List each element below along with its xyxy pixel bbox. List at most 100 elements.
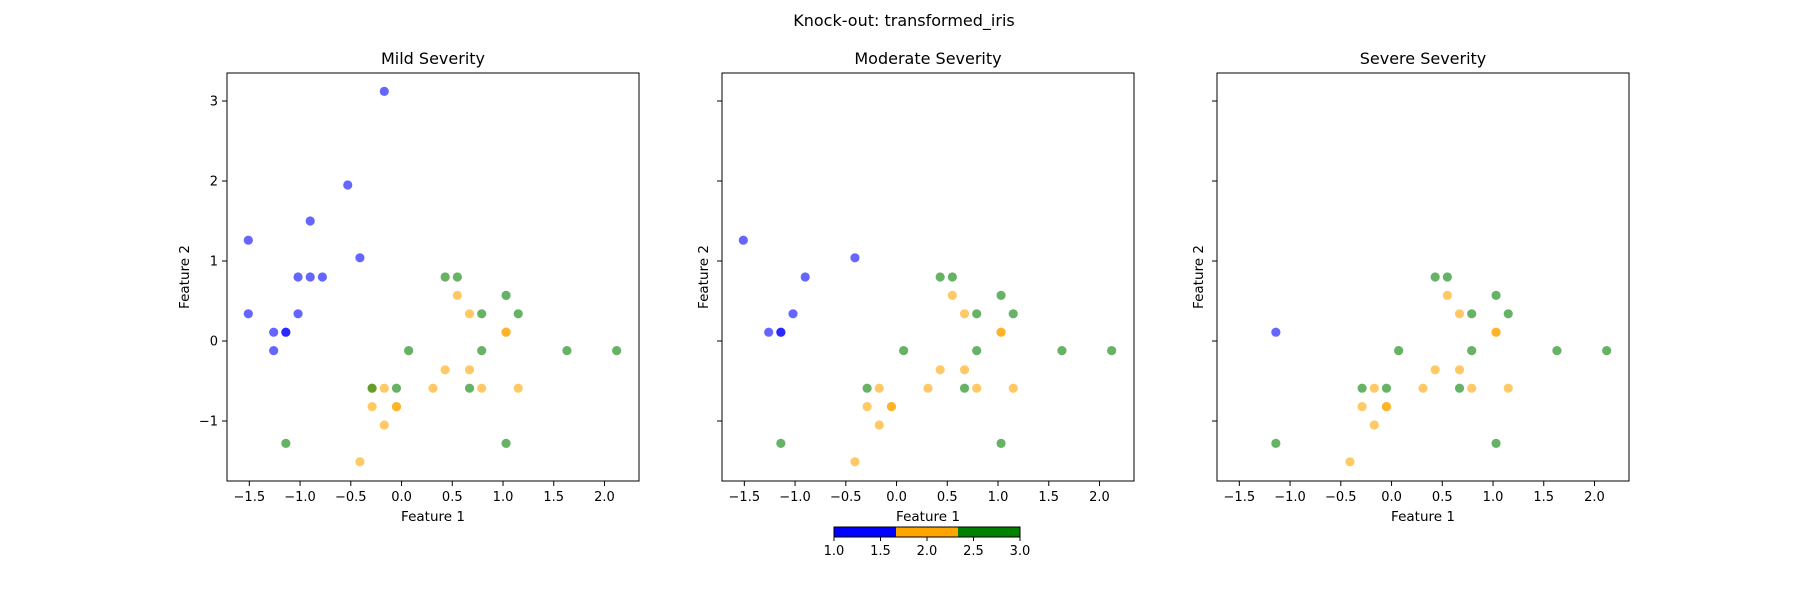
x-axis-label: Feature 1 xyxy=(401,509,465,525)
data-point xyxy=(1271,438,1281,448)
data-point xyxy=(935,272,945,282)
data-point xyxy=(501,438,511,448)
data-point xyxy=(1107,346,1117,356)
y-tick-label: −1 xyxy=(199,415,218,430)
x-tick-label: 0.5 xyxy=(442,490,463,505)
data-point xyxy=(391,402,402,412)
data-point xyxy=(269,346,279,356)
data-point xyxy=(1369,420,1379,430)
data-point xyxy=(477,383,487,393)
data-point xyxy=(1602,346,1612,356)
data-point xyxy=(959,365,970,375)
colorbar-tick-label: 1.0 xyxy=(824,544,845,559)
x-tick-label: 0.5 xyxy=(1432,490,1453,505)
data-point xyxy=(379,420,389,430)
colorbar-tick-label: 1.5 xyxy=(870,544,891,559)
data-point xyxy=(874,383,884,393)
x-tick-label: 0.0 xyxy=(1381,490,1402,505)
colorbar-tick-label: 3.0 xyxy=(1010,544,1031,559)
data-point xyxy=(850,457,860,467)
data-point xyxy=(1430,365,1440,375)
data-point xyxy=(1418,383,1428,393)
data-point xyxy=(1442,290,1452,300)
x-tick-label: 1.0 xyxy=(1483,490,1504,505)
data-point xyxy=(1467,383,1477,393)
x-tick-label: 1.0 xyxy=(988,490,1009,505)
x-tick-label: 0.0 xyxy=(391,490,412,505)
x-tick-label: −1.5 xyxy=(729,490,761,505)
data-point xyxy=(850,253,860,263)
data-point xyxy=(862,402,872,412)
axes-frame xyxy=(226,72,640,482)
x-tick-label: −0.5 xyxy=(335,490,367,505)
subplot-2: Moderate Severity −1.5 −1.0 −0.5 0.0 0.5 1.0 1.… xyxy=(696,49,1135,525)
data-point xyxy=(972,309,982,319)
data-point xyxy=(972,346,982,356)
data-point xyxy=(281,438,291,448)
x-tick-label: −0.5 xyxy=(1325,490,1357,505)
x-tick-label: −1.0 xyxy=(1274,490,1306,505)
y-tick-label: 2 xyxy=(210,175,218,190)
colorbar-segment xyxy=(896,527,958,537)
data-point xyxy=(269,327,279,337)
data-point xyxy=(1430,272,1440,282)
data-point xyxy=(874,420,884,430)
data-point xyxy=(996,327,1006,337)
data-point xyxy=(1057,346,1067,356)
data-point xyxy=(1381,383,1392,393)
data-point xyxy=(764,327,774,337)
data-point xyxy=(1442,272,1452,282)
colorbar-segment xyxy=(958,527,1020,537)
subplot-title: Severe Severity xyxy=(1360,49,1487,68)
data-point xyxy=(355,253,365,263)
x-tick-label: 1.5 xyxy=(1533,490,1554,505)
points-group xyxy=(1271,272,1612,467)
data-point xyxy=(562,346,572,356)
colorbar-tick-label: 2.0 xyxy=(917,544,938,559)
x-tick-label: 1.5 xyxy=(543,490,564,505)
data-point xyxy=(1357,383,1367,393)
data-point xyxy=(355,457,365,467)
x-tick-label: 0.0 xyxy=(886,490,907,505)
data-point xyxy=(281,327,291,337)
data-point xyxy=(293,309,303,319)
data-point xyxy=(501,327,511,337)
x-tick-label: −1.5 xyxy=(234,490,266,505)
data-point xyxy=(343,180,353,190)
y-axis-label: Feature 2 xyxy=(696,245,712,309)
data-point xyxy=(1503,383,1513,393)
data-point xyxy=(1454,309,1465,319)
data-point xyxy=(612,346,622,356)
subplots: Mild Severity −1.5 −1.0 −0.5 0.0 0.5 1.0 1.5 2.0… xyxy=(177,49,1630,525)
data-point xyxy=(513,309,523,319)
data-point xyxy=(367,402,377,412)
data-point xyxy=(1357,402,1367,412)
data-point xyxy=(464,309,475,319)
x-tick-label: −1.5 xyxy=(1224,490,1256,505)
data-point xyxy=(391,383,402,393)
data-point xyxy=(1552,346,1562,356)
data-point xyxy=(501,290,511,300)
data-point xyxy=(404,346,414,356)
data-point xyxy=(440,365,450,375)
x-tick-label: −1.0 xyxy=(779,490,811,505)
data-point xyxy=(305,216,315,226)
data-point xyxy=(305,272,315,282)
data-point xyxy=(947,290,957,300)
data-point xyxy=(1454,365,1465,375)
data-point xyxy=(440,272,450,282)
data-point xyxy=(862,383,872,393)
data-point xyxy=(923,383,933,393)
x-tick-label: 1.0 xyxy=(493,490,514,505)
subplot-3: Severe Severity −1.5 −1.0 −0.5 0.0 0.5 1.0 1.5 2… xyxy=(1191,49,1630,525)
data-point xyxy=(886,402,897,412)
data-point xyxy=(1491,290,1501,300)
data-point xyxy=(899,346,909,356)
data-point xyxy=(367,383,377,393)
data-point xyxy=(959,309,970,319)
x-tick-label: −1.0 xyxy=(284,490,316,505)
data-point xyxy=(1271,327,1281,337)
x-tick-label: 1.5 xyxy=(1038,490,1059,505)
data-point xyxy=(935,365,945,375)
